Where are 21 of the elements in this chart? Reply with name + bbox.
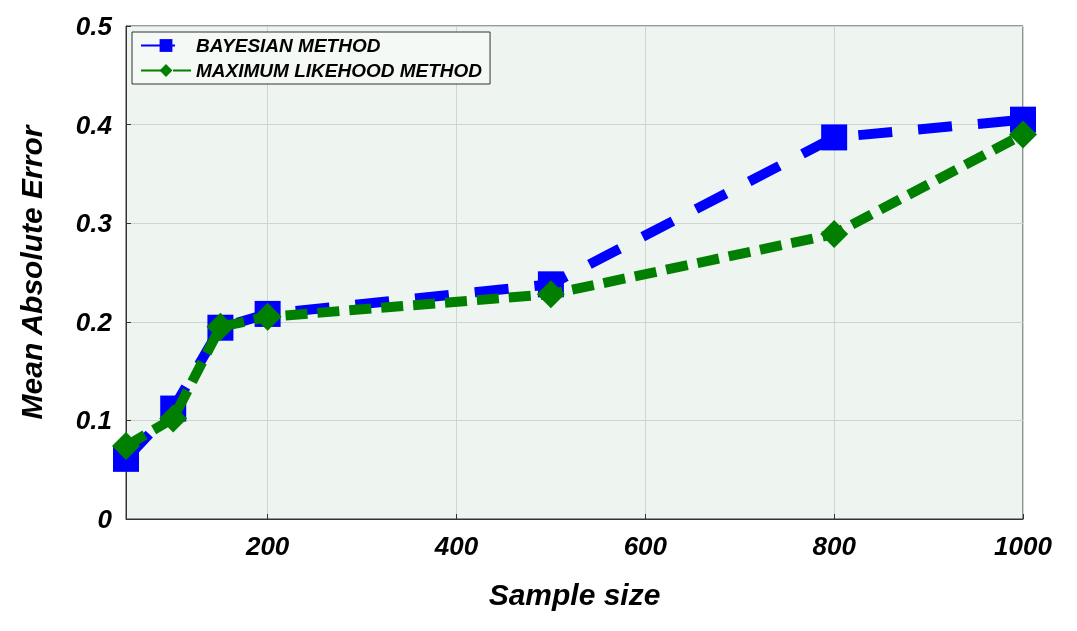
y-tick-label: 0.1 [75,405,112,436]
point [112,432,140,461]
point [159,404,188,433]
point [536,280,565,309]
y-tick-label: 0.2 [75,306,113,337]
legend-label: MAXIMUM LIKEHOOD METHOD [196,60,483,81]
y-tick-label: 0 [97,504,113,534]
x-tick-label: 800 [812,531,857,561]
x-tick-label: 200 [244,531,290,561]
y-axis-title: Mean Absolute Error [14,123,48,420]
point [820,220,849,249]
x-tick-label: 1000 [994,531,1053,561]
y-tick-label: 0.4 [75,109,113,140]
x-tick-label: 400 [433,531,479,561]
y-tick-label: 0.5 [75,11,113,41]
point [1009,120,1037,149]
legend-label: BAYESIAN METHOD [196,35,381,56]
x-axis-title: Sample size [488,577,661,611]
y-tick-label: 0.3 [75,208,113,239]
point [821,124,848,151]
x-tick-label: 600 [623,531,668,561]
